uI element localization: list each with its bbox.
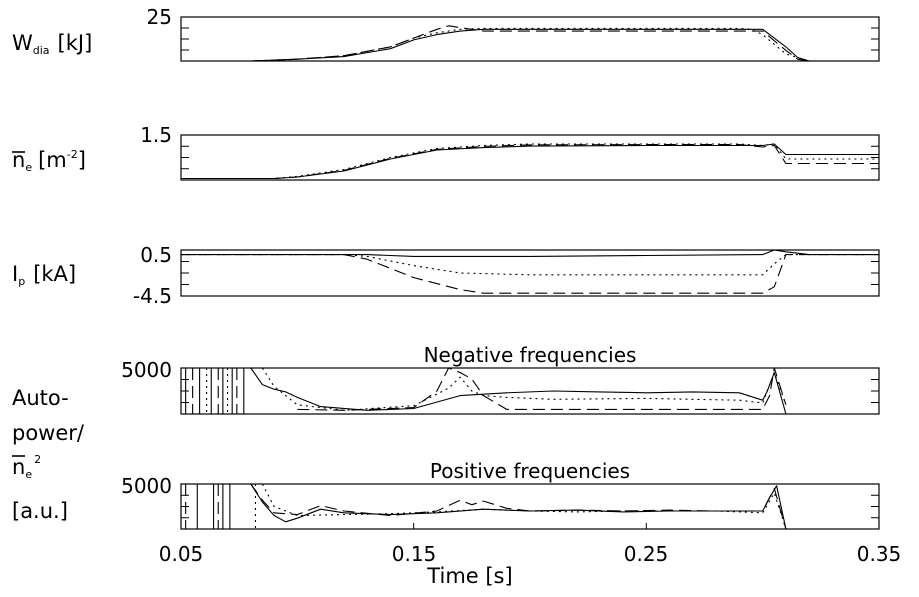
autopower-label-n-main: n xyxy=(12,455,25,479)
panel-5-series-dashed xyxy=(250,483,787,530)
x-axis-label: Time [s] xyxy=(426,564,512,588)
panel-3-series-solid xyxy=(181,249,879,257)
panel-4-frame xyxy=(180,367,880,415)
panel-2-series-dotted xyxy=(181,143,879,180)
traces xyxy=(181,25,879,530)
panel-2-ylabel-unit-pre: [m xyxy=(38,148,67,172)
panel-5-series-dotted xyxy=(261,483,787,530)
y-tick-marks xyxy=(181,27,879,519)
panel-3-ylabel-unit: [kA] xyxy=(33,262,76,286)
panel-4-series-solid xyxy=(250,367,787,415)
x-tick-marks xyxy=(180,523,880,529)
panel-4-ytick-top: 5000 xyxy=(121,358,172,382)
panel-3-ylabel: Ip [kA] xyxy=(12,262,76,288)
autopower-label-n: ne2 xyxy=(12,453,41,481)
xtick-label: 0.35 xyxy=(857,542,902,566)
panel-2-ytick-top: 1.5 xyxy=(140,123,172,147)
panel-1-frame xyxy=(180,16,880,62)
autopower-label-line1: Auto- xyxy=(12,386,69,410)
autopower-label-n-sub: e xyxy=(25,468,32,481)
panel-5-series-solid xyxy=(250,483,787,530)
xtick-label: 0.15 xyxy=(392,542,437,566)
panel-1-series-dotted xyxy=(181,27,879,62)
autopower-label-line4: [a.u.] xyxy=(12,499,68,523)
panel-1-ylabel-sub: dia xyxy=(33,44,50,57)
xtick-label: 0.05 xyxy=(159,542,204,566)
panel-2-series-dashed xyxy=(181,144,879,180)
panel-3-series-dotted xyxy=(181,254,879,276)
panel-3-ylabel-main: I xyxy=(12,262,18,286)
panel-2-ylabel-unit-post: ] xyxy=(78,148,86,172)
panel-4-series-dashed xyxy=(297,367,787,411)
panel-1-ylabel-unit: [kJ] xyxy=(58,31,93,55)
autopower-label-line2: power/ xyxy=(12,421,85,445)
panel-3-ylabel-sub: p xyxy=(18,275,25,288)
panel-2-ylabel-main: n xyxy=(12,148,25,172)
panel-1-series-solid xyxy=(181,28,879,62)
xtick-label: 0.25 xyxy=(624,542,669,566)
panel-2-ylabel-sup: -2 xyxy=(67,148,78,161)
panel-3-ytick-top: 0.5 xyxy=(140,243,172,267)
panel-5-title: Positive frequencies xyxy=(430,459,630,483)
panel-2-ylabel: ne [m-2] xyxy=(12,148,86,174)
autopower-label-n-sup: 2 xyxy=(34,453,41,466)
panel-5-ytick-top: 5000 xyxy=(121,474,172,498)
panel-4-title: Negative frequencies xyxy=(424,343,637,367)
panel-2-series-solid xyxy=(181,143,879,180)
panel-1-ylabel-main: W xyxy=(12,31,33,55)
panel-3-series-dashed xyxy=(181,254,879,294)
panel-4-series-dotted xyxy=(261,367,787,411)
panel-1-series-dashed xyxy=(181,25,879,62)
panel-2-frame xyxy=(180,134,880,181)
panel-1-ylabel: Wdia [kJ] xyxy=(12,31,92,57)
panel-1-ytick-top: 25 xyxy=(147,5,172,29)
panel-2-ylabel-sub: e xyxy=(25,161,32,174)
panel-3-ytick-bottom: -4.5 xyxy=(133,284,172,308)
